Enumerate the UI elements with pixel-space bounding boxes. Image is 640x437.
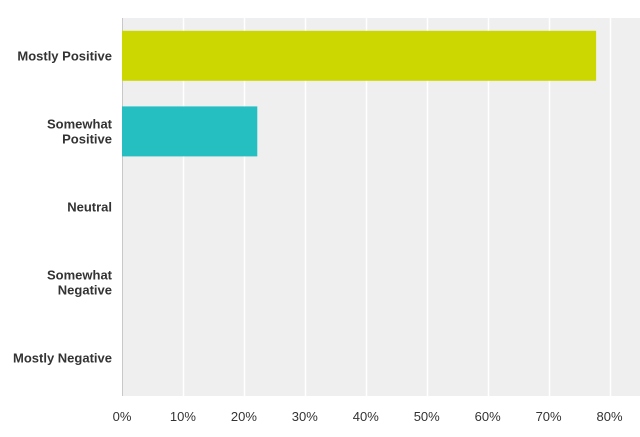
bar (122, 30, 597, 81)
x-tick-label: 20% (231, 409, 257, 424)
x-tick-label: 50% (414, 409, 440, 424)
category-label: Mostly Positive (17, 48, 112, 63)
plot-area (122, 18, 640, 396)
bar (122, 106, 258, 157)
category-labels: Mostly Positive Somewhat Positive Neutral So… (13, 48, 113, 365)
bars (122, 30, 597, 157)
x-tick-labels: 0% 10% 20% 30% 40% 50% 60% 70% 80% (113, 409, 623, 424)
x-tick-label: 10% (170, 409, 196, 424)
x-tick-label: 40% (353, 409, 379, 424)
x-tick-label: 70% (536, 409, 562, 424)
x-tick-label: 80% (597, 409, 623, 424)
category-label: Somewhat Negative (47, 268, 113, 298)
category-label: Somewhat Positive (47, 116, 113, 146)
category-label: Mostly Negative (13, 351, 112, 366)
x-tick-label: 60% (475, 409, 501, 424)
x-tick-label: 30% (292, 409, 318, 424)
gridlines (182, 18, 612, 396)
x-tick-label: 0% (113, 409, 132, 424)
category-label: Neutral (67, 200, 112, 215)
